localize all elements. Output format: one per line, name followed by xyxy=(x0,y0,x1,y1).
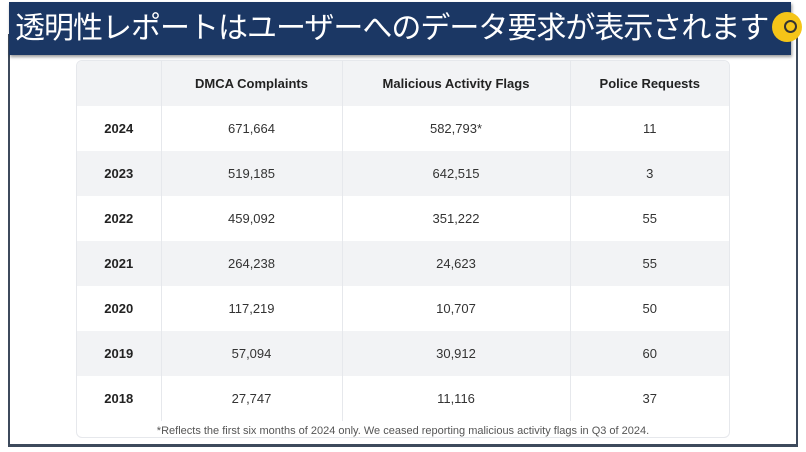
header-row: DMCA Complaints Malicious Activity Flags… xyxy=(77,61,729,106)
police-cell: 55 xyxy=(642,211,657,226)
year-cell: 2023 xyxy=(77,151,162,196)
header-police: Police Requests xyxy=(570,61,729,106)
year-cell: 2022 xyxy=(77,196,162,241)
police-cell: 37 xyxy=(642,391,657,406)
table-row: 2024 671,664 582,793* 11 xyxy=(77,106,729,151)
year-cell: 2024 xyxy=(77,106,162,151)
police-cell: 50 xyxy=(642,301,657,316)
table-row: 2018 27,747 11,116 37 xyxy=(77,376,729,421)
transparency-table-card: DMCA Complaints Malicious Activity Flags… xyxy=(76,60,730,438)
malicious-cell: 11,116 xyxy=(342,376,571,421)
year-cell: 2019 xyxy=(77,331,162,376)
dmca-cell: 57,094 xyxy=(161,331,343,376)
malicious-cell: 30,912 xyxy=(342,331,571,376)
table-row: 2022 459,092 351,222 55 xyxy=(77,196,729,241)
screenshot-frame xyxy=(8,34,798,447)
malicious-cell: 582,793* xyxy=(342,106,571,151)
malicious-cell: 10,707 xyxy=(342,286,571,331)
year-cell: 2021 xyxy=(77,241,162,286)
face-with-monocle-icon xyxy=(772,11,803,42)
malicious-cell: 351,222 xyxy=(342,196,571,241)
malicious-cell: 24,623 xyxy=(342,241,571,286)
dmca-cell: 117,219 xyxy=(161,286,343,331)
header-malicious: Malicious Activity Flags xyxy=(342,61,571,106)
police-cell: 11 xyxy=(643,121,657,136)
header-year xyxy=(77,61,162,106)
dmca-cell: 27,747 xyxy=(161,376,343,421)
dmca-cell: 671,664 xyxy=(161,106,343,151)
year-cell: 2020 xyxy=(77,286,162,331)
dmca-cell: 264,238 xyxy=(161,241,343,286)
table-row: 2021 264,238 24,623 55 xyxy=(77,241,729,286)
title-banner: 透明性レポートはユーザーへのデータ要求が表示されます xyxy=(9,2,803,55)
transparency-table: DMCA Complaints Malicious Activity Flags… xyxy=(77,61,729,421)
dmca-cell: 519,185 xyxy=(161,151,343,196)
table-row: 2020 117,219 10,707 50 xyxy=(77,286,729,331)
year-cell: 2018 xyxy=(77,376,162,421)
police-cell: 55 xyxy=(570,241,729,286)
police-cell: 3 xyxy=(570,151,729,196)
malicious-cell: 642,515 xyxy=(342,151,571,196)
footnote: *Reflects the first six months of 2024 o… xyxy=(156,425,650,437)
police-cell: 60 xyxy=(570,331,729,376)
banner-title: 透明性レポートはユーザーへのデータ要求が表示されます xyxy=(15,11,769,46)
table-row: 2023 519,185 642,515 3 xyxy=(77,151,729,196)
dmca-cell: 459,092 xyxy=(161,196,343,241)
header-dmca: DMCA Complaints xyxy=(161,61,343,106)
table-row: 2019 57,094 30,912 60 xyxy=(77,331,729,376)
